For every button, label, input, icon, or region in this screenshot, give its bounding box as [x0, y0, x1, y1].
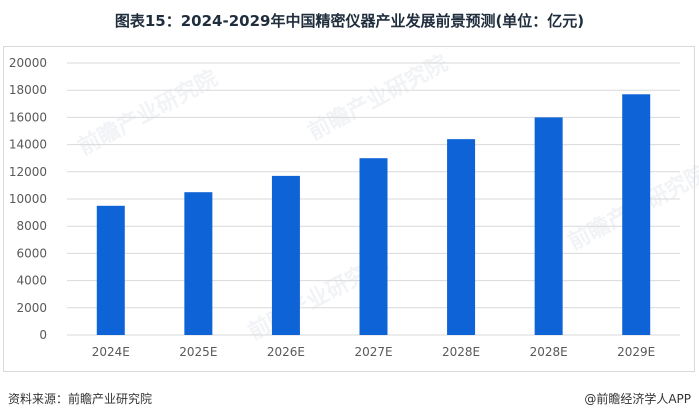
- chart-title: 图表15：2024-2029年中国精密仪器产业发展前景预测(单位：亿元): [114, 12, 585, 30]
- bar: [447, 139, 476, 335]
- y-tick-label: 2000: [16, 301, 47, 315]
- y-axis-ticks: 0 2000 4000 6000 8000 10000 12000 14000 16000 180…: [9, 56, 47, 342]
- brand-credit: @前瞻经济学人APP: [584, 392, 691, 406]
- x-tick-label: 2028E: [530, 345, 568, 359]
- y-tick-label: 0: [39, 328, 47, 342]
- bar: [534, 117, 563, 336]
- y-tick-label: 12000: [9, 165, 47, 179]
- bar: [271, 175, 300, 335]
- x-tick-label: 2027E: [354, 345, 392, 359]
- y-tick-label: 18000: [9, 83, 47, 97]
- y-tick-label: 16000: [9, 110, 47, 124]
- source-note: 资料来源：前瞻产业研究院: [8, 392, 153, 406]
- bar: [96, 205, 125, 335]
- y-tick-label: 20000: [9, 56, 47, 70]
- bars: [96, 94, 651, 336]
- x-tick-label: 2025E: [179, 345, 217, 359]
- y-tick-label: 4000: [16, 274, 47, 288]
- bar: [184, 192, 213, 335]
- y-tick-label: 6000: [16, 246, 47, 260]
- x-axis-ticks: 2024E 2025E 2026E 2027E 2028E 2028E 2029E: [92, 345, 656, 359]
- y-tick-label: 8000: [16, 219, 47, 233]
- x-tick-label: 2028E: [442, 345, 480, 359]
- y-tick-label: 14000: [9, 138, 47, 152]
- x-tick-label: 2024E: [92, 345, 130, 359]
- bar: [359, 158, 388, 335]
- y-tick-label: 10000: [9, 192, 47, 206]
- chart-frame: [3, 46, 695, 372]
- bar: [622, 94, 651, 335]
- x-tick-label: 2026E: [267, 345, 305, 359]
- x-tick-label: 2029E: [617, 345, 655, 359]
